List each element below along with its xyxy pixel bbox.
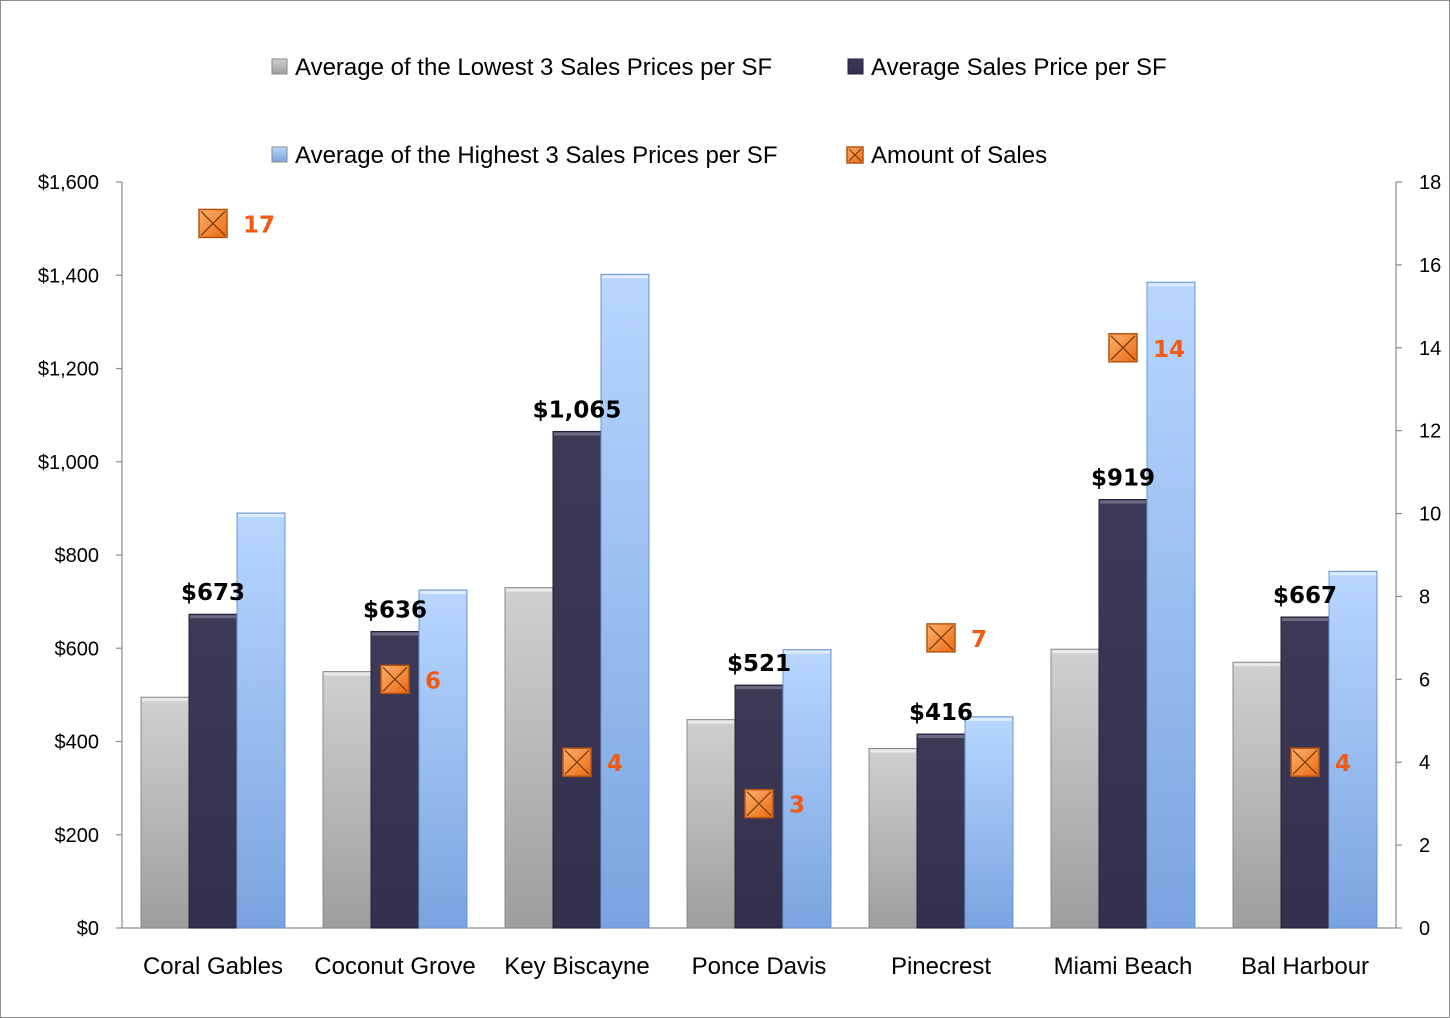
legend-label: Average Sales Price per SF	[871, 54, 1167, 81]
bar-lowest3-bevel	[1052, 650, 1098, 654]
legend-average: Average Sales Price per SF	[847, 54, 1167, 81]
bar-highest3	[600, 273, 650, 929]
sales-count-marker	[380, 664, 410, 695]
bar-lowest3-bevel	[324, 672, 370, 676]
sales-count-marker	[1290, 747, 1320, 777]
category-label: Miami Beach	[1054, 953, 1193, 980]
bar-highest3-bevel	[784, 650, 830, 654]
bar-highest3	[1146, 281, 1196, 929]
category-label: Ponce Davis	[692, 953, 827, 980]
bar-average-bevel	[1282, 618, 1328, 622]
legend-label: Average of the Highest 3 Sales Prices pe…	[295, 142, 777, 169]
bar-highest3-bevel	[420, 590, 466, 594]
sales-count-marker	[198, 208, 228, 239]
right-tick-label: 14	[1419, 338, 1441, 360]
left-tick-label: $1,400	[38, 265, 99, 287]
avg-price-data-label: $416	[909, 700, 973, 726]
right-tick-label: 18	[1419, 172, 1441, 194]
bar-lowest3	[868, 747, 918, 929]
left-tick-label: $600	[55, 638, 100, 660]
right-tick-label: 6	[1419, 669, 1430, 691]
left-tick-label: $800	[55, 545, 100, 567]
left-tick-label: $1,600	[38, 172, 99, 194]
sales-count-label: 6	[425, 668, 441, 694]
right-tick-label: 8	[1419, 586, 1430, 608]
sales-count-label: 14	[1153, 337, 1185, 363]
avg-price-data-label: $1,065	[533, 397, 622, 423]
bar-average-bevel	[372, 632, 418, 636]
bar-highest3-bevel	[966, 717, 1012, 721]
bar-highest3	[418, 589, 468, 929]
sales-count-label: 7	[971, 627, 987, 653]
left-tick-label: $200	[55, 825, 100, 847]
bar-average-bevel	[736, 686, 782, 690]
bar-highest3-bevel	[1148, 283, 1194, 287]
bar-lowest3-bevel	[870, 749, 916, 753]
bar-highest3-bevel	[602, 275, 648, 279]
bar-average	[1098, 499, 1148, 929]
bar-highest3	[1328, 570, 1378, 929]
bar-lowest3	[322, 671, 372, 929]
bar-average	[916, 733, 966, 929]
bar-lowest3	[1232, 661, 1282, 929]
avg-price-data-label: $919	[1091, 466, 1155, 492]
bar-highest3	[964, 716, 1014, 929]
sales-count-label: 4	[1335, 751, 1351, 777]
avg-price-data-label: $673	[181, 580, 245, 606]
legend-swatch	[271, 146, 288, 163]
bar-lowest3-bevel	[506, 588, 552, 592]
legend-label: Average of the Lowest 3 Sales Prices per…	[295, 54, 772, 81]
bar-lowest3	[504, 587, 554, 929]
left-tick-label: $1,000	[38, 452, 99, 474]
bar-lowest3	[140, 696, 190, 929]
bar-highest3-bevel	[1330, 572, 1376, 576]
category-label: Pinecrest	[891, 953, 991, 980]
bar-highest3-bevel	[238, 514, 284, 518]
legend-lowest3: Average of the Lowest 3 Sales Prices per…	[271, 54, 772, 81]
sales-count-label: 4	[607, 751, 623, 777]
bar-lowest3	[686, 719, 736, 929]
sales-count-marker	[1108, 333, 1138, 363]
bar-average-bevel	[1100, 500, 1146, 504]
sales-count-label: 17	[243, 212, 275, 238]
right-tick-label: 10	[1419, 504, 1441, 526]
sales-count-marker	[926, 623, 956, 653]
category-label: Coral Gables	[143, 953, 283, 980]
legend-highest3: Average of the Highest 3 Sales Prices pe…	[271, 142, 777, 169]
sales-count-label: 3	[789, 793, 805, 819]
bar-lowest3-bevel	[688, 720, 734, 724]
right-tick-label: 2	[1419, 835, 1430, 857]
legend-swatch	[271, 58, 288, 75]
bar-average-bevel	[554, 432, 600, 436]
left-tick-label: $400	[55, 732, 100, 754]
bar-highest3	[782, 649, 832, 929]
category-label: Key Biscayne	[504, 953, 649, 980]
avg-price-data-label: $636	[363, 597, 427, 623]
left-tick-label: $1,200	[38, 359, 99, 381]
category-label: Coconut Grove	[314, 953, 475, 980]
legend-amount-of-sales: Amount of Sales	[846, 142, 1047, 169]
right-tick-label: 0	[1419, 918, 1430, 940]
legend-swatch	[847, 58, 864, 75]
legend-marker-icon	[846, 146, 864, 164]
bar-lowest3-bevel	[142, 698, 188, 702]
bar-average	[552, 430, 602, 929]
bar-average-bevel	[918, 735, 964, 739]
bar-highest3	[236, 512, 286, 929]
bar-average	[188, 613, 238, 929]
right-tick-label: 4	[1419, 752, 1430, 774]
avg-price-data-label: $521	[727, 651, 791, 677]
bar-lowest3-bevel	[1234, 663, 1280, 667]
sales-count-marker	[562, 747, 592, 777]
right-tick-label: 12	[1419, 421, 1441, 443]
legend-label: Amount of Sales	[871, 142, 1047, 169]
right-tick-label: 16	[1419, 255, 1441, 277]
avg-price-data-label: $667	[1273, 583, 1337, 609]
bar-average-bevel	[190, 615, 236, 619]
sales-count-marker	[744, 788, 774, 819]
bar-lowest3	[1050, 648, 1100, 929]
category-label: Bal Harbour	[1241, 953, 1369, 980]
left-tick-label: $0	[77, 918, 99, 940]
